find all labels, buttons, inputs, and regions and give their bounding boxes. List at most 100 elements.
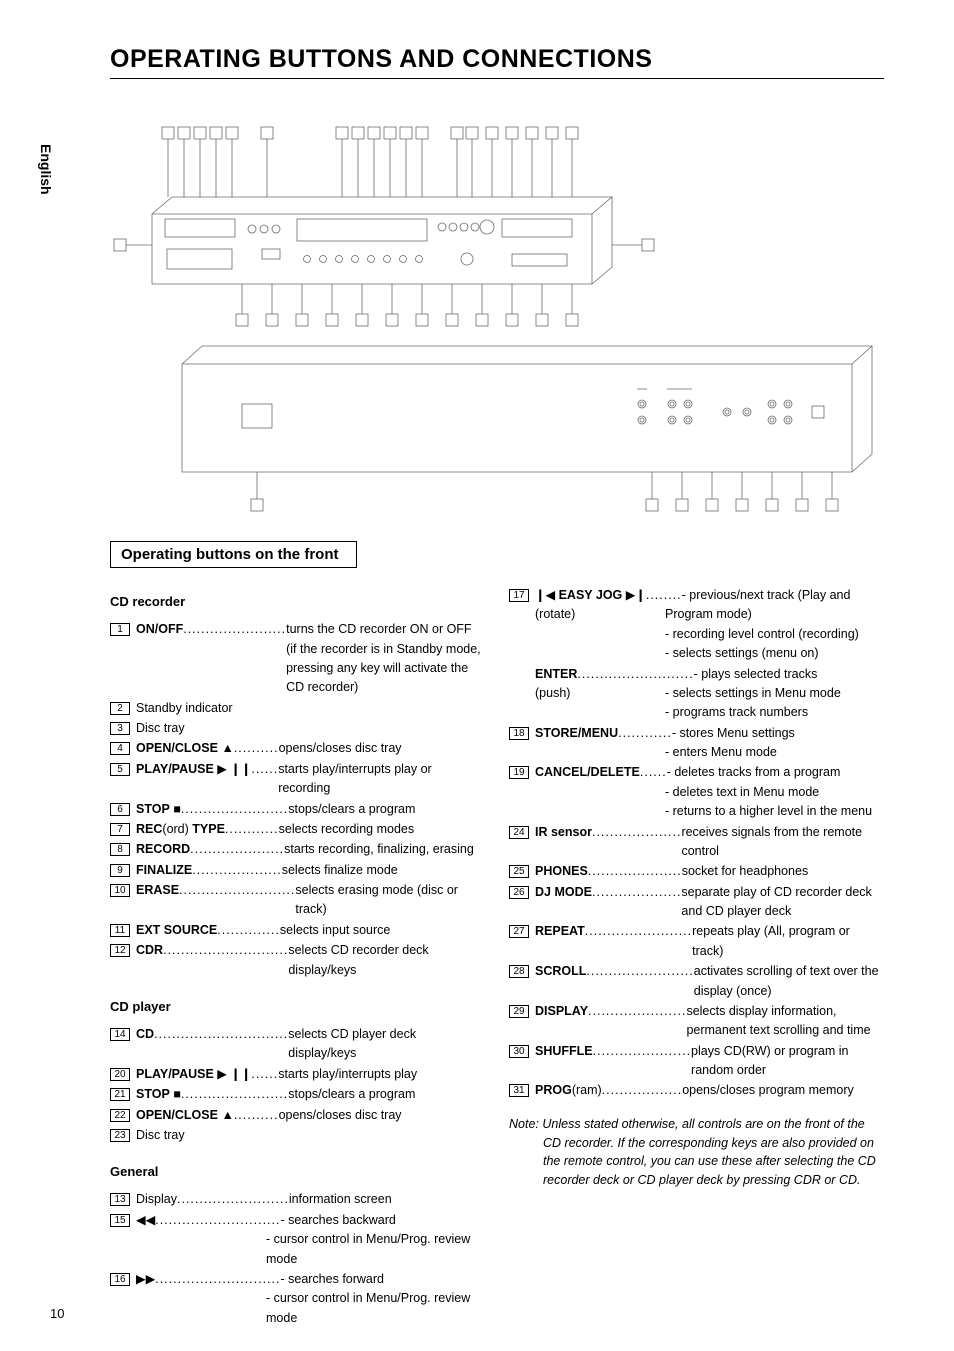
entry-row: 25 PHONES.....................socket for … <box>509 862 884 881</box>
description: starts play/interrupts play or recording <box>278 760 485 799</box>
leader-dots: ...................... <box>588 1002 686 1041</box>
description: starts recording, finalizing, erasing <box>284 840 485 859</box>
button-label: ❙◀ EASY JOG ▶❙ <box>535 586 646 605</box>
group-subhead: General <box>110 1162 485 1182</box>
entry-row: 30SHUFFLE......................plays CD(… <box>509 1042 884 1081</box>
leader-dots: ...... <box>251 760 278 799</box>
entry-row: 20PLAY/PAUSE ▶ ❙❙......starts play/inter… <box>110 1065 485 1084</box>
callout-number: 31 <box>509 1084 529 1097</box>
description: opens/closes disc tray <box>279 739 485 758</box>
entry-row: 13Display.........................inform… <box>110 1190 485 1209</box>
leader-dots: ....................... <box>183 620 286 698</box>
entry-row: 9FINALIZE....................selects fin… <box>110 861 485 880</box>
callout-number: 7 <box>110 823 130 836</box>
entry-row: 19CANCEL/DELETE......- deletes tracks fr… <box>509 763 884 821</box>
leader-dots: .............. <box>217 921 280 940</box>
entry-row: 15◀◀............................- search… <box>110 1211 485 1269</box>
button-label: CDR <box>136 941 163 980</box>
button-label: PHONES <box>535 862 588 881</box>
callout-number: 14 <box>110 1028 130 1041</box>
leader-dots: .................. <box>602 1081 683 1100</box>
description-cont: - enters Menu mode <box>665 743 884 762</box>
description-cont: - selects settings (menu on) <box>665 644 884 663</box>
leader-dots: .......................... <box>179 881 295 920</box>
entry-row: 14CD..............................select… <box>110 1025 485 1064</box>
callout-number: 28 <box>509 965 529 978</box>
description: receives signals from the remote control <box>681 823 884 862</box>
entry-row: 12CDR............................selects… <box>110 941 485 980</box>
button-label: SHUFFLE <box>535 1042 593 1081</box>
button-label: ▶▶ <box>136 1270 155 1289</box>
button-label: Standby indicator <box>136 699 233 718</box>
callout-number: 24 <box>509 826 529 839</box>
sub-label: (push) <box>535 684 665 703</box>
button-label: OPEN/CLOSE ▲ <box>136 1106 234 1125</box>
callout-number: 15 <box>110 1214 130 1227</box>
callout-number: 25 <box>509 865 529 878</box>
callout-number: 11 <box>110 924 130 937</box>
callout-number: 21 <box>110 1088 130 1101</box>
callout-number: 2 <box>110 702 130 715</box>
description-cont: - cursor control in Menu/Prog. review mo… <box>136 1289 485 1328</box>
right-column: 17❙◀ EASY JOG ▶❙........- previous/next … <box>509 586 884 1339</box>
entry-row: 17❙◀ EASY JOG ▶❙........- previous/next … <box>509 586 884 664</box>
leader-dots: .......................... <box>577 665 693 684</box>
callout-number: 8 <box>110 843 130 856</box>
callout-number: 5 <box>110 763 130 776</box>
leader-dots: ........ <box>646 586 682 605</box>
leader-dots: ..................... <box>190 840 284 859</box>
entry-row: 5PLAY/PAUSE ▶ ❙❙......starts play/interr… <box>110 760 485 799</box>
button-label: EXT SOURCE <box>136 921 217 940</box>
entry-row: 10ERASE..........................selects… <box>110 881 485 920</box>
callout-number: 26 <box>509 886 529 899</box>
description: opens/closes program memory <box>682 1081 884 1100</box>
description: stops/clears a program <box>288 800 485 819</box>
entry-row: 11EXT SOURCE..............selects input … <box>110 921 485 940</box>
leader-dots: ........................ <box>181 1085 288 1104</box>
button-label: RECORD <box>136 840 190 859</box>
button-label: STOP ■ <box>136 1085 181 1104</box>
leader-dots: ............................ <box>163 941 288 980</box>
group-subhead: CD recorder <box>110 592 485 612</box>
button-label: ◀◀ <box>136 1211 155 1230</box>
description: - stores Menu settings <box>672 724 884 743</box>
entry-row: 22OPEN/CLOSE ▲..........opens/closes dis… <box>110 1106 485 1125</box>
entry-row: 6STOP ■........................stops/cle… <box>110 800 485 819</box>
leader-dots: ...... <box>251 1065 278 1084</box>
button-label: IR sensor <box>535 823 592 862</box>
description-cont: - returns to a higher level in the menu <box>665 802 884 821</box>
entry-row: 23Disc tray <box>110 1126 485 1145</box>
language-tab: English <box>38 144 54 195</box>
callout-number: 12 <box>110 944 130 957</box>
description: plays CD(RW) or program in random order <box>691 1042 884 1081</box>
description: separate play of CD recorder deck and CD… <box>681 883 884 922</box>
button-label: REC(ord) TYPE <box>136 820 225 839</box>
entry-row: 8 RECORD.....................starts recor… <box>110 840 485 859</box>
entry-row: 26DJ MODE....................separate pl… <box>509 883 884 922</box>
callout-number: 10 <box>110 884 130 897</box>
leader-dots: ............ <box>225 820 279 839</box>
left-column: CD recorder1ON/OFF......................… <box>110 586 485 1339</box>
description-cont: - programs track numbers <box>665 703 884 722</box>
callout-number: 1 <box>110 623 130 636</box>
entry-row: 31PROG(ram)..................opens/close… <box>509 1081 884 1100</box>
description: socket for headphones <box>682 862 884 881</box>
callout-number: 9 <box>110 864 130 877</box>
group-subhead: CD player <box>110 997 485 1017</box>
description: selects CD player deck display/keys <box>288 1025 485 1064</box>
description-cont: - recording level control (recording) <box>665 625 884 644</box>
entry-row: 18STORE/MENU............- stores Menu se… <box>509 724 884 763</box>
leader-dots: .............................. <box>154 1025 288 1064</box>
note: Note: Unless stated otherwise, all contr… <box>509 1115 884 1190</box>
leader-dots: .................... <box>592 823 681 862</box>
leader-dots: ..................... <box>588 862 682 881</box>
leader-dots: ...................... <box>593 1042 691 1081</box>
description: opens/closes disc tray <box>279 1106 485 1125</box>
entry-row: 29DISPLAY......................selects d… <box>509 1002 884 1041</box>
button-label: OPEN/CLOSE ▲ <box>136 739 234 758</box>
leader-dots: ...... <box>640 763 667 782</box>
leader-dots: .......... <box>234 1106 279 1125</box>
leader-dots: ............................ <box>155 1211 280 1230</box>
callout-number: 18 <box>509 727 529 740</box>
leader-dots: ........................ <box>585 922 692 961</box>
